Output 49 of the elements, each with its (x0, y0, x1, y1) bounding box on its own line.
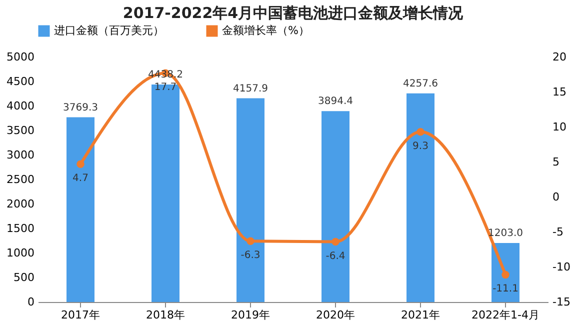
x-tick-label: 2017年 (61, 308, 100, 322)
bar (492, 243, 520, 302)
data-label: 9.3 (412, 140, 428, 152)
y-tick-label: 3000 (6, 148, 34, 162)
point (416, 128, 424, 136)
chart-title: 2017-2022年4月中国蓄电池进口金额及增长情况 (122, 4, 464, 22)
bar (236, 98, 264, 302)
y2-tick-label: -5 (552, 226, 564, 238)
data-label: 4257.6 (403, 78, 438, 90)
data-label: 4.7 (72, 173, 88, 184)
y-tick-label: 1500 (6, 222, 34, 235)
y2-tick-label: -10 (552, 260, 570, 274)
y-tick-label: 2500 (6, 173, 34, 186)
x-tick-label: 2020年 (316, 308, 355, 322)
x-tick-label: 2018年 (146, 308, 185, 322)
data-label: -11.1 (492, 284, 518, 295)
x-tick-label: 2019年 (231, 308, 270, 322)
y2-tick-label: 5 (552, 156, 560, 168)
data-label: -6.3 (240, 250, 260, 262)
y-tick-label: 4000 (6, 100, 34, 112)
data-label: -6.4 (326, 250, 346, 262)
bar (152, 84, 180, 302)
y-tick-label: 3500 (6, 124, 34, 137)
y-tick-label: 4500 (6, 75, 34, 88)
data-label: 3769.3 (63, 102, 98, 114)
bar (322, 111, 350, 302)
data-label: 4157.9 (233, 83, 268, 94)
legend-label: 进口金额（百万美元） (54, 24, 164, 37)
data-label: 17.7 (154, 82, 177, 94)
point (246, 237, 254, 245)
y2-tick-label: 15 (552, 86, 566, 98)
point (502, 270, 510, 279)
y-tick-label: 500 (14, 271, 34, 284)
y2-tick-label: 0 (552, 190, 560, 204)
y-tick-label: 2000 (6, 198, 34, 210)
legend-label: 金额增长率（%） (222, 24, 310, 37)
x-tick-label: 2022年1-4月 (472, 308, 540, 322)
y-tick-label: 1000 (6, 246, 34, 260)
data-label: 3894.4 (318, 96, 353, 108)
y2-tick-label: 10 (552, 120, 566, 134)
bar (66, 117, 94, 302)
x-tick-label: 2021年 (401, 308, 440, 322)
point (76, 160, 84, 168)
y2-tick-label: -15 (552, 296, 570, 308)
bar (406, 93, 434, 302)
y-tick-label: 5000 (6, 50, 34, 64)
y2-tick-label: 20 (552, 50, 566, 64)
y-tick-label: 0 (28, 296, 34, 308)
point (332, 238, 340, 246)
